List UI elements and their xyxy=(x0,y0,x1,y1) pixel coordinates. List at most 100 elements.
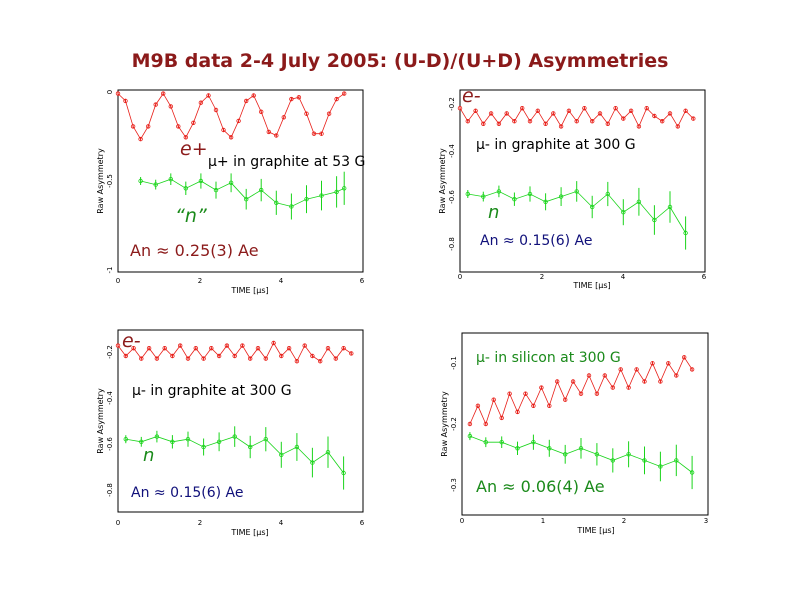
upper-series-point xyxy=(507,391,512,396)
lower-series-point xyxy=(605,191,610,197)
lower-series-point xyxy=(198,178,204,184)
y-tick-label: -0.4 xyxy=(106,391,114,405)
upper-series-point xyxy=(236,118,241,124)
y-tick-label: -0.8 xyxy=(448,237,456,251)
upper-series-point xyxy=(266,129,271,135)
y-axis-label: Raw Asymmetry xyxy=(438,148,447,214)
upper-series-point xyxy=(271,340,276,346)
sample-label: μ- in graphite at 300 G xyxy=(132,383,292,399)
upper-series-point xyxy=(333,356,338,361)
lower-series-point xyxy=(667,204,673,210)
upper-series-point xyxy=(547,403,552,408)
upper-series-point xyxy=(683,108,688,113)
upper-series-point xyxy=(146,346,152,351)
lower-series-point xyxy=(515,446,520,451)
lower-series-point xyxy=(683,230,688,236)
plot-panel-negative-muon-silicon: Raw Asymmetry TIME [μs] 0 1 2 3 -0.1 -0.… xyxy=(440,332,709,535)
upper-series-point xyxy=(304,111,309,116)
upper-series-tag: e- xyxy=(462,85,481,107)
lower-series-point xyxy=(289,204,294,209)
upper-series-point xyxy=(467,421,473,427)
upper-series-point xyxy=(465,118,470,124)
upper-series-point xyxy=(504,111,509,116)
y-tick-label: -0.3 xyxy=(450,478,458,492)
lower-series-point xyxy=(481,194,486,199)
upper-series-point xyxy=(691,116,696,121)
upper-series-point xyxy=(613,105,618,111)
y-tick-label: -0.4 xyxy=(448,144,456,158)
lower-series-point xyxy=(294,444,300,450)
upper-series-point xyxy=(281,115,286,120)
y-tick-label: -0.8 xyxy=(106,483,114,497)
upper-series-point xyxy=(674,373,679,378)
x-tick-label: 2 xyxy=(540,273,544,281)
x-tick-label: 6 xyxy=(360,277,365,285)
upper-series-point xyxy=(473,108,478,113)
upper-series-point xyxy=(488,111,494,116)
upper-series-point xyxy=(558,124,564,129)
upper-series-point xyxy=(160,91,166,96)
upper-series-point xyxy=(176,124,181,129)
lower-series-tag: n xyxy=(143,445,154,466)
upper-series-tag: e- xyxy=(122,330,141,352)
upper-series-point xyxy=(131,346,136,351)
upper-series-point xyxy=(527,118,533,124)
x-tick-label: 1 xyxy=(541,517,545,525)
lower-series-point xyxy=(247,444,253,450)
upper-series-point xyxy=(318,359,323,364)
upper-series-point xyxy=(523,391,528,396)
upper-series-point xyxy=(496,121,502,126)
upper-series-point xyxy=(263,356,268,361)
y-tick-label: -1 xyxy=(106,267,114,274)
x-axis-label: TIME [μs] xyxy=(572,281,610,290)
upper-series-point xyxy=(578,391,584,396)
upper-series-point xyxy=(475,403,481,408)
lower-series-point xyxy=(319,193,324,198)
sample-label: μ- in silicon at 300 G xyxy=(476,350,621,366)
upper-series-point xyxy=(515,409,520,415)
lower-series-point xyxy=(168,176,173,182)
y-tick-label: -0.6 xyxy=(448,190,456,204)
upper-series-tag: e+ xyxy=(180,138,208,160)
plot-frame xyxy=(117,89,364,273)
x-tick-label: 4 xyxy=(621,273,626,281)
upper-series-point xyxy=(499,415,504,421)
lower-series-point xyxy=(531,440,536,445)
y-axis-label: Raw Asymmetry xyxy=(96,388,105,454)
lower-series-point xyxy=(342,186,347,191)
upper-series-point xyxy=(642,379,647,384)
lower-series-point xyxy=(674,458,679,463)
upper-series-point xyxy=(667,111,673,116)
upper-series-fit-line xyxy=(459,107,694,128)
lower-series-point xyxy=(232,434,237,439)
lower-series-point xyxy=(310,460,315,465)
lower-series-tag: “n” xyxy=(175,205,207,227)
upper-series-point xyxy=(228,135,234,140)
x-tick-label: 2 xyxy=(198,519,202,527)
y-tick-label: -0.2 xyxy=(448,97,456,111)
upper-series-point xyxy=(636,124,642,129)
y-axis-label: Raw Asymmetry xyxy=(440,391,449,457)
upper-series-point xyxy=(520,105,525,111)
x-tick-label: 2 xyxy=(198,277,202,285)
upper-series-point xyxy=(193,346,198,351)
lower-series-point xyxy=(201,444,206,450)
upper-series-point xyxy=(286,346,292,351)
plot-frame xyxy=(459,89,706,273)
upper-series-point xyxy=(512,118,517,124)
upper-series-point xyxy=(543,121,548,126)
upper-series-point xyxy=(551,111,556,116)
upper-series-point xyxy=(221,127,226,133)
x-tick-label: 0 xyxy=(458,273,462,281)
plot-frame xyxy=(117,329,364,513)
x-tick-label: 4 xyxy=(279,277,284,285)
upper-series-point xyxy=(682,355,687,360)
upper-series-point xyxy=(491,397,496,402)
upper-series-point xyxy=(594,391,600,396)
upper-series-point xyxy=(162,346,167,351)
x-tick-label: 4 xyxy=(279,519,284,527)
upper-series-point xyxy=(602,373,607,378)
upper-series-point xyxy=(154,356,160,361)
x-axis-label: TIME [μs] xyxy=(576,526,614,535)
lower-series-point xyxy=(153,182,158,187)
